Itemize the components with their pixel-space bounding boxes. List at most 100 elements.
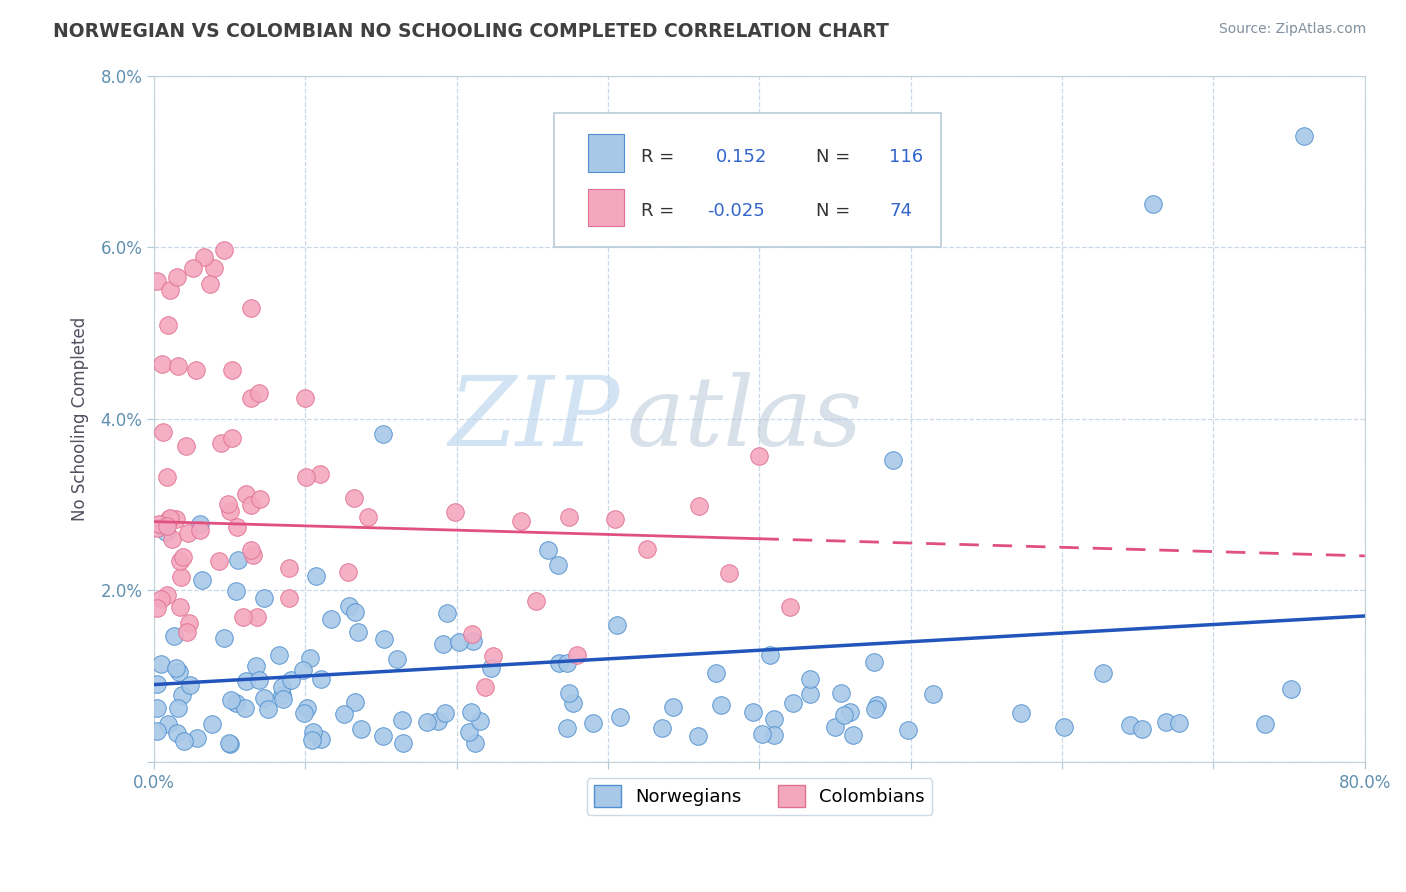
Point [474,680,496,694]
Text: -0.025: -0.025 [707,202,765,220]
Point [662,699,685,714]
Point [257,702,280,716]
Point [1294,128,1316,143]
Point [555,721,578,735]
Bar [588,189,624,227]
Point [337,599,360,613]
Point [169,599,191,614]
Point [1130,722,1153,736]
Point [416,715,439,730]
Point [1279,682,1302,697]
Point [1168,716,1191,731]
Point [152,425,174,440]
Point [686,729,709,743]
Point [214,631,236,645]
Point [350,723,373,737]
Point [146,274,169,288]
Point [460,705,482,719]
Point [208,554,231,568]
Point [565,648,588,663]
Point [146,521,169,535]
Text: 74: 74 [889,202,912,220]
Point [295,701,318,715]
Point [558,686,581,700]
Point [181,260,204,275]
Point [1091,665,1114,680]
Point [218,504,240,518]
Point [159,283,181,297]
Point [278,591,301,605]
Point [253,691,276,706]
Point [704,666,727,681]
Point [221,363,243,377]
Point [718,566,741,580]
Point [555,656,578,670]
Point [226,519,249,533]
Point [163,629,186,643]
Point [332,706,354,721]
Point [166,270,188,285]
Point [1254,716,1277,731]
Point [271,688,294,702]
Point [751,727,773,741]
Text: 0.152: 0.152 [716,147,768,166]
Point [225,696,247,710]
Point [278,561,301,575]
Point [1053,720,1076,734]
Point [184,363,207,377]
Point [200,716,222,731]
Point [1010,706,1032,721]
Point [253,591,276,605]
Point [510,514,533,528]
Point [165,661,187,675]
Point [226,553,249,567]
Point [1142,197,1164,211]
Point [247,386,270,401]
Point [159,511,181,525]
Point [156,588,179,602]
Point [219,737,242,751]
Point [1156,715,1178,730]
Text: 116: 116 [889,147,924,166]
Point [304,568,326,582]
Point [160,532,183,546]
Point [273,692,295,706]
Text: R =: R = [641,202,673,220]
Point [385,652,408,666]
Text: Source: ZipAtlas.com: Source: ZipAtlas.com [1219,22,1367,37]
Point [186,731,208,745]
Point [172,550,194,565]
Point [225,584,247,599]
Point [245,659,267,673]
Point [176,525,198,540]
Point [547,558,569,573]
Point [298,651,321,665]
Point [235,487,257,501]
Point [636,541,658,556]
Point [344,695,367,709]
Point [444,504,467,518]
Point [202,260,225,275]
Point [606,618,628,632]
Point [146,700,169,714]
Point [824,720,846,734]
Point [830,686,852,700]
Point [897,723,920,738]
Point [524,593,547,607]
Point [832,708,855,723]
Point [342,491,364,506]
Text: R =: R = [641,147,673,166]
Point [311,732,333,747]
Point [799,673,821,687]
Point [166,726,188,740]
Point [609,709,631,723]
Point [239,542,262,557]
Point [710,698,733,712]
Point [461,633,484,648]
Point [155,525,177,540]
Point [479,661,502,675]
Point [301,725,323,739]
Point [170,688,193,702]
Point [176,438,198,452]
Point [271,680,294,694]
